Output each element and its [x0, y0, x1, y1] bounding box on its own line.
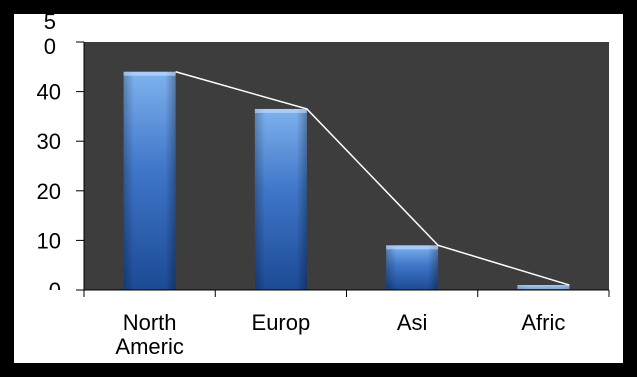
x-tick-label-line: Asi: [397, 310, 428, 335]
bar-highlight: [386, 245, 439, 250]
y-tick-label: 10: [37, 228, 61, 253]
y-tick-label: 20: [37, 179, 61, 204]
bars: [123, 71, 570, 291]
axes: [76, 41, 610, 297]
bar-shading: [386, 245, 439, 290]
x-tick-label: Europ: [252, 310, 311, 335]
x-tick-label: Asi: [397, 310, 428, 335]
x-tick-label-line: North: [123, 310, 177, 335]
x-tick-label-line: Americ: [115, 334, 183, 359]
bar-highlight: [517, 285, 570, 290]
y-tick-label: 0: [49, 278, 61, 303]
bar-3: [386, 245, 439, 290]
y-tick-label-line: 0: [44, 34, 56, 59]
y-tick-label: 30: [37, 129, 61, 154]
y-tick-label: 40: [37, 80, 61, 105]
bar-shading: [254, 108, 307, 291]
series-line: [175, 71, 570, 286]
x-tick-label: Afric: [521, 310, 565, 335]
bar-highlight: [123, 71, 176, 76]
bar-highlight: [254, 108, 307, 113]
x-tick-label: North Americ: [115, 310, 183, 359]
bar-4: [517, 285, 570, 290]
x-tick-label-line: Afric: [521, 310, 565, 335]
bar-1: [123, 71, 176, 290]
y-tick-label-line: 5: [44, 9, 56, 34]
bar-2: [254, 108, 307, 291]
x-tick-label-line: Europ: [252, 310, 311, 335]
bar-shading: [123, 71, 176, 290]
